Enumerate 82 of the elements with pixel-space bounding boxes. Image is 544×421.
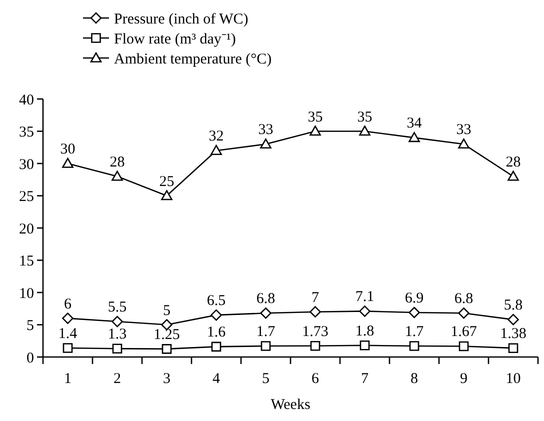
x-tick-label: 6 <box>312 371 320 387</box>
point <box>458 138 470 149</box>
point <box>359 306 370 317</box>
point <box>162 344 172 354</box>
y-tick-label: 15 <box>19 254 34 270</box>
point <box>112 316 123 328</box>
data-label: 1.4 <box>58 326 78 342</box>
data-label: 5 <box>163 302 170 319</box>
y-tick-label: 35 <box>19 124 34 140</box>
data-label: 5.5 <box>108 300 127 316</box>
data-label: 7 <box>312 290 320 306</box>
point <box>112 170 123 181</box>
point <box>210 144 222 155</box>
legend-label: Ambient temperature (°C) <box>114 51 272 68</box>
data-label: 1.73 <box>302 324 328 340</box>
point <box>408 306 420 318</box>
data-label: 1.6 <box>206 324 226 341</box>
data-label: 33 <box>456 122 472 138</box>
y-tick-label: 30 <box>19 156 34 173</box>
data-label: 1.67 <box>450 324 478 340</box>
y-tick-label: 5 <box>26 318 34 334</box>
data-label: 6.5 <box>206 293 226 310</box>
point <box>508 314 519 326</box>
point <box>508 170 519 181</box>
point <box>210 309 222 321</box>
data-label: 28 <box>110 154 125 170</box>
data-label: 33 <box>258 122 274 138</box>
data-label: 35 <box>308 109 323 126</box>
x-tick-label: 9 <box>460 371 468 387</box>
y-tick-label: 20 <box>19 221 34 238</box>
data-label: 1.3 <box>108 326 127 343</box>
point <box>112 344 122 354</box>
x-tick-label: 1 <box>64 371 72 387</box>
data-label: 1.25 <box>154 326 180 343</box>
point <box>161 190 172 200</box>
x-tick-label: 3 <box>163 371 170 387</box>
point <box>458 341 469 352</box>
point <box>260 341 271 351</box>
data-label: 7.1 <box>355 289 374 306</box>
point <box>62 343 73 353</box>
data-label: 30 <box>60 142 76 158</box>
data-label: 35 <box>357 109 372 126</box>
data-label: 1.7 <box>256 324 276 340</box>
point <box>62 158 74 168</box>
x-tick-label: 2 <box>114 371 121 387</box>
data-label: 1.38 <box>500 326 526 342</box>
x-tick-label: 10 <box>506 371 521 387</box>
y-tick-label: 0 <box>26 350 34 366</box>
y-tick-label: 25 <box>19 189 34 205</box>
point <box>260 138 272 149</box>
point <box>62 312 74 324</box>
point <box>260 307 272 319</box>
data-label: 32 <box>208 128 224 145</box>
legend-label: Flow rate (m³ day⁻¹) <box>114 31 236 48</box>
data-label: 5.8 <box>504 298 523 314</box>
data-label: 6.8 <box>454 291 474 308</box>
x-tick-label: 7 <box>361 371 369 387</box>
point <box>458 307 470 319</box>
point <box>409 341 420 351</box>
y-tick-label: 40 <box>19 92 34 108</box>
point <box>360 340 370 350</box>
point <box>408 132 420 142</box>
data-label: 6.9 <box>404 290 424 306</box>
y-tick-label: 10 <box>19 286 34 302</box>
x-tick-label: 8 <box>410 371 418 387</box>
point <box>359 126 370 136</box>
point <box>508 343 518 353</box>
data-label: 1.8 <box>355 323 374 340</box>
point <box>211 342 222 352</box>
data-label: 25 <box>159 174 174 190</box>
data-label: 1.7 <box>404 324 424 340</box>
point <box>310 340 320 351</box>
x-tick-label: 5 <box>262 371 270 387</box>
point <box>310 306 321 318</box>
data-label: 34 <box>406 116 422 132</box>
legend-label: Pressure (inch of WC) <box>114 11 248 28</box>
point <box>310 126 321 136</box>
data-label: 6.8 <box>256 291 276 308</box>
x-tick-label: 4 <box>212 371 220 387</box>
data-label: 28 <box>506 154 521 170</box>
x-axis-title: Weeks <box>270 397 310 413</box>
data-label: 6 <box>64 296 72 312</box>
